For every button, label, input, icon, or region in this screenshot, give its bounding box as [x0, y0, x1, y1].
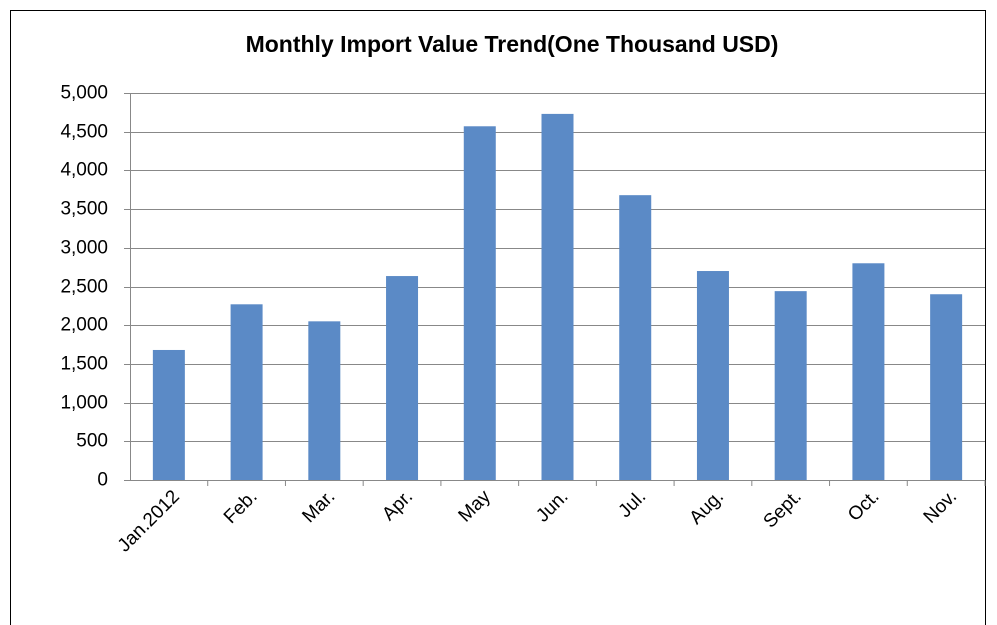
y-tick-label: 1,000	[60, 393, 108, 414]
y-tick-label: 2,500	[60, 277, 108, 298]
y-tick-label: 1,500	[60, 354, 108, 375]
y-tick-label: 3,000	[60, 238, 108, 259]
bar	[619, 195, 652, 480]
y-tick-label: 4,500	[60, 122, 108, 143]
bar	[930, 294, 963, 480]
bar	[308, 321, 341, 480]
bar	[852, 263, 885, 480]
y-tick-label: 500	[76, 431, 108, 452]
y-tick-label: 5,000	[60, 83, 108, 104]
y-tick-label: 2,000	[60, 315, 108, 336]
bar	[152, 349, 185, 480]
y-tick-label: 3,500	[60, 199, 108, 220]
chart-title: Monthly Import Value Trend(One Thousand …	[246, 31, 779, 57]
bar	[541, 113, 574, 480]
bar	[463, 126, 496, 481]
y-tick-label: 0	[97, 470, 108, 491]
y-tick-label: 4,000	[60, 160, 108, 181]
bar	[230, 304, 263, 480]
bar	[696, 271, 729, 480]
bar	[774, 291, 807, 480]
chart-frame	[10, 10, 986, 625]
bar	[386, 276, 419, 480]
